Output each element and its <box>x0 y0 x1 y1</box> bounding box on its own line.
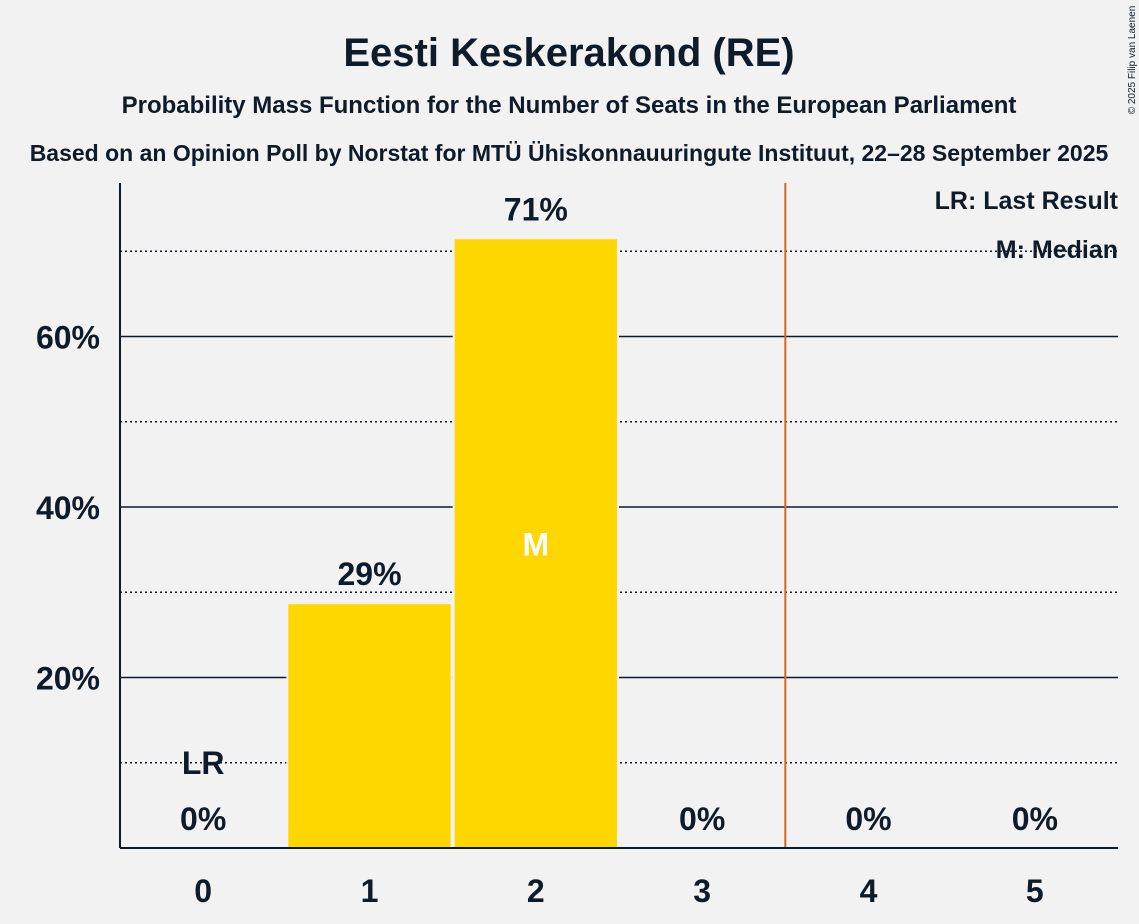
median-marker: M <box>523 527 550 563</box>
bar-1 <box>288 604 451 848</box>
last-result-marker: LR <box>182 745 225 781</box>
x-tick-label: 4 <box>860 873 878 909</box>
y-tick-label: 60% <box>36 319 100 355</box>
value-label-3: 0% <box>679 801 725 837</box>
x-tick-label: 0 <box>194 873 212 909</box>
value-label-4: 0% <box>845 801 891 837</box>
chart-source: Based on an Opinion Poll by Norstat for … <box>30 140 1109 166</box>
legend-item-last-result: LR: Last Result <box>935 187 1119 215</box>
axes: 20% 40% 60% 0 1 2 3 4 5 <box>36 183 1118 909</box>
x-tick-label: 5 <box>1026 873 1044 909</box>
value-label-1: 29% <box>337 556 401 592</box>
y-tick-label: 20% <box>36 660 100 696</box>
value-label-5: 0% <box>1012 801 1058 837</box>
bars <box>286 237 619 848</box>
bar-2 <box>454 239 617 848</box>
annotations: 0% 29% 71% 0% 0% 0% M LR <box>180 183 1058 848</box>
chart-subtitle: Probability Mass Function for the Number… <box>122 92 1017 119</box>
value-label-2: 71% <box>504 191 568 227</box>
chart-title: Eesti Keskerakond (RE) <box>343 31 794 75</box>
x-tick-label: 1 <box>361 873 379 909</box>
x-tick-label: 3 <box>693 873 711 909</box>
value-label-0: 0% <box>180 801 226 837</box>
y-tick-label: 40% <box>36 490 100 526</box>
x-tick-label: 2 <box>527 873 545 909</box>
legend-item-median: M: Median <box>996 236 1118 264</box>
copyright-notice: © 2025 Filip van Laenen <box>1127 6 1138 115</box>
